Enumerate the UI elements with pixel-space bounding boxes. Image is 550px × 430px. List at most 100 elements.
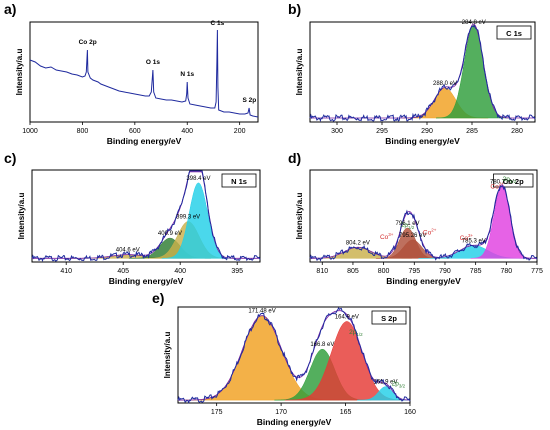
annotation-superscript: 2+ <box>499 181 505 186</box>
panel-label: b) <box>288 1 301 17</box>
annotation-text: 2p <box>349 329 357 336</box>
x-tick-label: 400 <box>174 268 186 275</box>
experimental-spectrum-line <box>309 185 538 262</box>
annotation-text: Co <box>460 235 469 242</box>
annotation-text: 2p <box>503 176 511 183</box>
experimental-spectrum-line <box>309 24 536 122</box>
annotation-superscript: 3+ <box>388 232 394 237</box>
x-tick-label: 800 <box>77 128 89 135</box>
annotation: O 1s <box>146 59 160 66</box>
x-tick-label: 200 <box>234 128 246 135</box>
annotation: Co 2p <box>79 39 97 46</box>
x-tick-label: 175 <box>211 409 223 416</box>
annotation-subscript: 1/2 <box>408 225 415 230</box>
x-tick-label: 805 <box>347 268 359 275</box>
x-axis-label: Binding energy/eV <box>107 136 182 146</box>
annotation-subscript: 1/2 <box>356 332 363 337</box>
x-tick-label: 790 <box>439 268 451 275</box>
y-axis-label: Intensity/a.u <box>163 332 172 379</box>
annotation: N 1s <box>180 71 194 78</box>
x-tick-label: 780 <box>500 268 512 275</box>
peak-label: 284.8 eV <box>462 20 486 26</box>
peak-label: 400.9 eV <box>158 231 182 237</box>
plot-frame <box>309 21 536 123</box>
x-tick-label: 405 <box>117 268 129 275</box>
panel-label: c) <box>4 150 16 166</box>
annotation: C 1s <box>211 20 225 27</box>
element-box <box>221 173 257 188</box>
panel-label: d) <box>288 150 301 166</box>
peak-label: 796.1 eV <box>396 221 420 227</box>
element-label: N 1s <box>231 177 247 186</box>
annotation-text: O 1s <box>146 59 160 66</box>
annotation: 2p1/2 <box>349 329 363 337</box>
x-tick-label: 285 <box>466 128 478 135</box>
annotation-text: 2p <box>392 381 400 388</box>
peak-label: 166.8 eV <box>310 342 334 348</box>
element-label: S 2p <box>381 314 397 323</box>
panel-2: b) 300 295 290 285 280 Binding energy/eV Intens… <box>288 1 536 146</box>
y-axis-label: Intensity/a.u <box>295 49 304 96</box>
plot-frame <box>31 169 261 263</box>
x-tick-label: 810 <box>316 268 328 275</box>
peak-label: 399.3 eV <box>176 215 200 221</box>
x-tick-label: 800 <box>378 268 390 275</box>
panel-1: a) 1000 800 600 400 200 Binding energy/eV Inten… <box>4 1 259 146</box>
annotation-superscript: 3+ <box>468 233 474 238</box>
y-axis-label: Intensity/a.u <box>295 193 304 240</box>
annotation-subscript: 3/2 <box>510 179 517 184</box>
y-axis-label: Intensity/a.u <box>15 49 24 96</box>
experimental-spectrum-line <box>31 170 261 262</box>
panel-label: e) <box>152 290 164 306</box>
annotation-text: S 2p <box>242 97 256 104</box>
panel-5: e) 175 170 165 160 Binding energy/eV Intensity… <box>152 290 416 427</box>
panel-label: a) <box>4 1 16 17</box>
x-axis-label: Binding energy/eV <box>109 276 184 286</box>
annotation: 2p1/2 <box>401 222 415 230</box>
x-tick-label: 1000 <box>22 128 38 135</box>
annotation-text: C 1s <box>211 20 225 27</box>
plot-frame <box>309 169 538 263</box>
plot-frame <box>29 21 259 123</box>
panel-4: d) 810 805 800 795 790 785 780 775 Binding energy… <box>288 150 543 286</box>
x-axis-label: Binding energy/eV <box>257 417 332 427</box>
peak-label: 398.4 eV <box>186 176 210 182</box>
plot-frame <box>177 306 411 404</box>
element-label: Co 2p <box>503 177 524 186</box>
x-tick-label: 775 <box>531 268 543 275</box>
peak-label: 288.0 eV <box>433 81 457 87</box>
x-axis-label: Binding energy/eV <box>385 136 460 146</box>
annotation-text: 2p <box>401 222 409 229</box>
peak-label: 804.2 eV <box>346 240 370 246</box>
annotation-text: Co <box>380 234 389 241</box>
x-tick-label: 295 <box>376 128 388 135</box>
x-tick-label: 290 <box>421 128 433 135</box>
x-tick-label: 410 <box>60 268 72 275</box>
annotation: 2p3/2 <box>503 176 517 184</box>
annotation: Co3+ <box>460 233 474 242</box>
y-axis-label: Intensity/a.u <box>17 193 26 240</box>
annotation-text: Co 2p <box>79 39 97 46</box>
fit-envelope-line <box>310 184 537 259</box>
annotation: 2p3/2 <box>392 381 406 389</box>
x-tick-label: 280 <box>511 128 523 135</box>
annotation: Co2+ <box>490 181 504 190</box>
x-tick-label: 160 <box>404 409 416 416</box>
survey-spectrum-line <box>29 29 259 118</box>
panel-3: c) 410 405 400 395 Binding energy/eV Intensity… <box>4 150 261 286</box>
peak-label: 171.48 eV <box>248 309 275 315</box>
element-label: C 1s <box>506 29 522 38</box>
x-tick-label: 165 <box>340 409 352 416</box>
peak-label: 795.26 eV <box>399 233 426 239</box>
annotation-subscript: 3/2 <box>399 384 406 389</box>
annotation: Co2+ <box>423 227 437 236</box>
annotation-text: N 1s <box>180 71 194 78</box>
x-tick-label: 395 <box>231 268 243 275</box>
annotation-text: Co <box>423 229 432 236</box>
x-tick-label: 170 <box>275 409 287 416</box>
element-box <box>371 310 407 325</box>
element-box <box>496 25 532 40</box>
annotation: S 2p <box>242 97 256 104</box>
peak-label: 164.9 eV <box>335 314 359 320</box>
